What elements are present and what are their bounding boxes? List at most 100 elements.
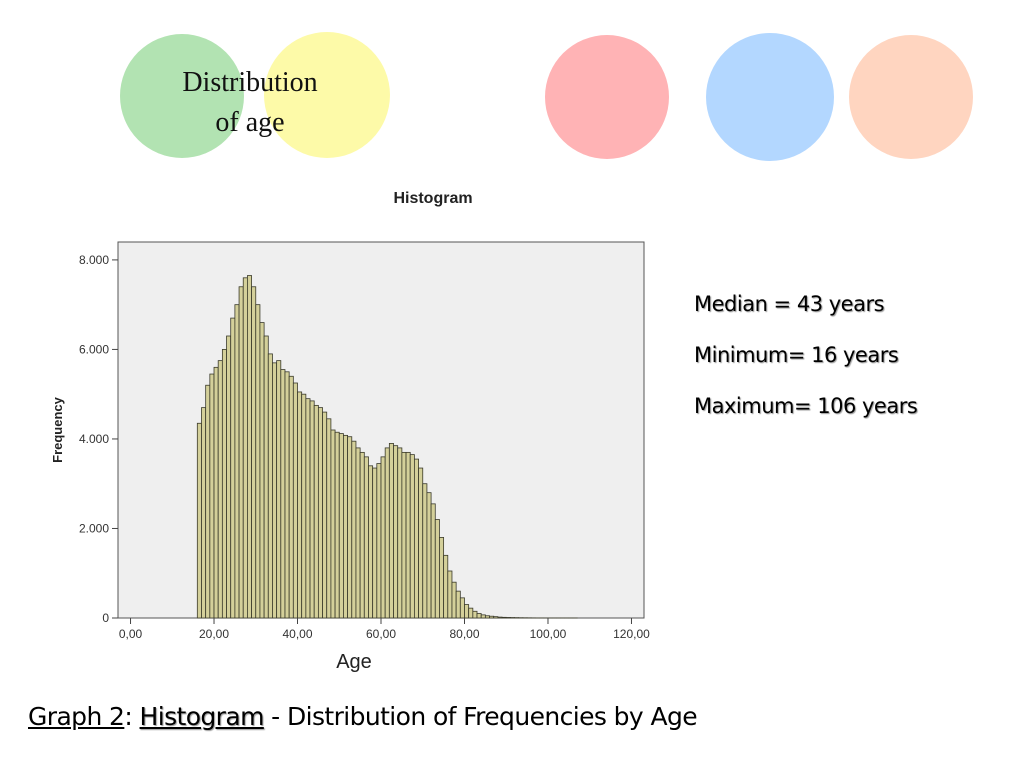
x-tick-label: 20,00 bbox=[199, 627, 229, 641]
histogram-bar bbox=[238, 286, 244, 619]
histogram-bar bbox=[309, 400, 315, 619]
histogram-bar bbox=[430, 503, 436, 619]
histogram-bar bbox=[426, 492, 432, 619]
histogram-bar bbox=[251, 286, 257, 619]
y-tick-label: 6.000 bbox=[79, 342, 109, 356]
slide-title-line-1: Distribution bbox=[182, 67, 318, 98]
histogram-bar bbox=[263, 335, 269, 619]
y-tick-label: 2.000 bbox=[79, 521, 109, 535]
histogram-bar bbox=[196, 422, 202, 619]
histogram-bar bbox=[472, 610, 478, 619]
histogram-bar bbox=[480, 614, 486, 619]
median-stat: Median = 43 years bbox=[694, 292, 885, 316]
histogram-bar bbox=[234, 304, 240, 619]
histogram-bar bbox=[343, 434, 349, 619]
caption-colon: : bbox=[124, 702, 133, 731]
y-tick-label: 4.000 bbox=[79, 432, 109, 446]
x-axis-label: Age bbox=[336, 651, 372, 673]
histogram-bar bbox=[272, 362, 278, 619]
x-tick-label: 80,00 bbox=[449, 627, 479, 641]
histogram-bars bbox=[196, 275, 578, 619]
histogram-bar bbox=[393, 445, 399, 619]
y-axis-label: Frequency bbox=[50, 396, 65, 463]
histogram-bar bbox=[455, 590, 461, 619]
histogram-bar bbox=[213, 366, 219, 619]
histogram-bar bbox=[317, 407, 323, 619]
histogram-bar bbox=[447, 570, 453, 619]
histogram-bar bbox=[330, 429, 336, 619]
histogram-bar bbox=[413, 458, 419, 619]
histogram-bar bbox=[380, 456, 386, 619]
histogram-bar bbox=[468, 607, 474, 619]
histogram-bar bbox=[292, 382, 298, 619]
decor-circle-blue bbox=[706, 33, 834, 161]
caption-description: - Distribution of Frequencies by Age bbox=[263, 702, 697, 731]
x-tick-label: 60,00 bbox=[366, 627, 396, 641]
maximum-stat: Maximum= 106 years bbox=[694, 394, 918, 418]
histogram-bar bbox=[439, 537, 445, 619]
decor-circle-peach bbox=[849, 35, 973, 159]
x-axis: 0,00 20,00 40,00 60,00 80,00 100,00 120,00 bbox=[119, 618, 650, 641]
histogram-bar bbox=[505, 617, 511, 619]
histogram-bar bbox=[384, 447, 390, 619]
figure-caption: Graph 2: Histogram - Distribution of Fre… bbox=[28, 702, 698, 731]
histogram-bar bbox=[459, 597, 465, 619]
histogram-bar bbox=[247, 275, 252, 619]
histogram-bar bbox=[434, 519, 440, 619]
decor-circle-pink bbox=[545, 35, 669, 159]
histogram-bar bbox=[288, 375, 294, 619]
histogram-bar bbox=[230, 317, 236, 619]
histogram-bar bbox=[355, 447, 361, 619]
chart-title: Histogram bbox=[393, 190, 473, 207]
histogram-bar bbox=[284, 371, 290, 619]
histogram-bar bbox=[347, 436, 353, 619]
histogram-bar bbox=[451, 581, 457, 619]
histogram-bar bbox=[489, 615, 495, 619]
histogram-bar bbox=[267, 353, 273, 619]
histogram-bar bbox=[301, 393, 307, 619]
histogram-bar bbox=[259, 322, 265, 619]
caption-graph-number: Graph 2 bbox=[28, 702, 125, 731]
y-axis: 0 2.000 4.000 6.000 8.000 bbox=[79, 253, 118, 625]
y-tick-label: 0 bbox=[102, 611, 109, 625]
histogram-bar bbox=[464, 604, 470, 619]
histogram-bar bbox=[359, 451, 365, 619]
histogram-bar bbox=[363, 456, 369, 619]
histogram-bar bbox=[401, 451, 407, 619]
slide-title-line-2: of age bbox=[215, 107, 285, 138]
histogram-bar bbox=[418, 467, 424, 619]
histogram-bar bbox=[313, 404, 319, 619]
caption-histogram: Histogram bbox=[139, 702, 265, 731]
histogram-bar bbox=[497, 616, 503, 619]
histogram-bar bbox=[205, 384, 211, 619]
histogram-bar bbox=[338, 433, 344, 619]
histogram-bar bbox=[405, 451, 411, 619]
histogram-bar bbox=[242, 277, 248, 619]
histogram-bar bbox=[201, 407, 207, 619]
histogram-bar bbox=[221, 349, 227, 619]
histogram-bar bbox=[255, 304, 261, 619]
decor-circle-yellow bbox=[264, 32, 390, 158]
histogram-bar bbox=[305, 398, 311, 619]
x-tick-label: 120,00 bbox=[613, 627, 650, 641]
histogram-bar bbox=[351, 440, 357, 619]
histogram-bar bbox=[422, 483, 428, 619]
histogram-bar bbox=[443, 554, 449, 619]
histogram-bar bbox=[476, 613, 482, 619]
histogram-bar bbox=[501, 616, 507, 619]
histogram-bar bbox=[493, 616, 499, 619]
x-tick-label: 0,00 bbox=[119, 627, 143, 641]
y-tick-label: 8.000 bbox=[79, 253, 109, 267]
histogram-bar bbox=[276, 360, 282, 619]
histogram-bar bbox=[484, 615, 490, 619]
x-tick-label: 100,00 bbox=[530, 627, 567, 641]
histogram-bar bbox=[217, 360, 223, 619]
histogram-bar bbox=[409, 454, 415, 619]
minimum-stat: Minimum= 16 years bbox=[694, 343, 899, 367]
summary-statistics: Median = 43 years Minimum= 16 years Maxi… bbox=[694, 292, 918, 445]
histogram-bar bbox=[372, 467, 378, 619]
histogram-bar bbox=[334, 431, 340, 619]
histogram-bar bbox=[322, 411, 328, 619]
histogram-bar bbox=[397, 447, 403, 619]
